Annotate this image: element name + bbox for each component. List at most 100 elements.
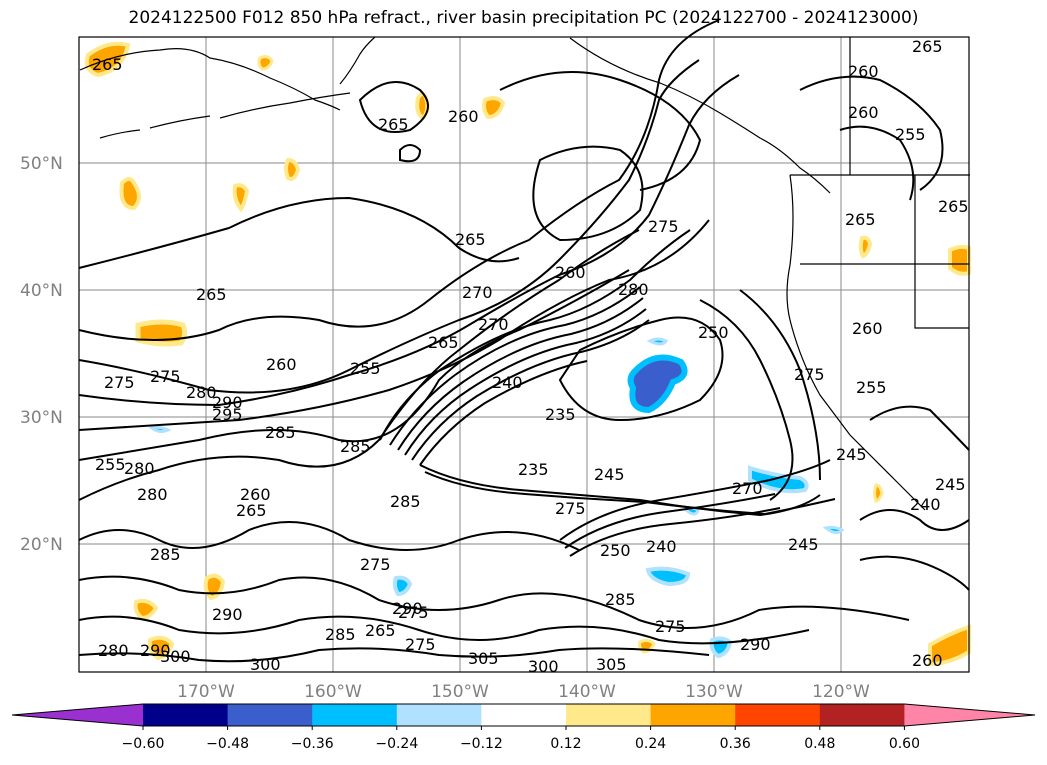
contour-label: 290 [740,635,771,654]
contour-label: 285 [605,590,636,609]
colorbar-segment [566,704,652,726]
colorbar-segment [735,704,821,726]
contour-label: 275 [150,367,181,386]
contour-label: 255 [95,455,126,474]
refractivity-contours [78,19,970,663]
contour-label: 280 [618,280,649,299]
contour-label: 295 [212,405,243,424]
colorbar-segment [227,704,313,726]
contour-label: 265 [845,210,876,229]
contour-label: 245 [788,535,819,554]
contour-label: 300 [160,647,191,666]
contour-label: 265 [196,285,227,304]
lon-label: 130°W [685,682,743,702]
colorbar-segment [396,704,482,726]
colorbar-segment [650,704,736,726]
contour-label: 250 [600,541,631,560]
contour-label: 275 [648,217,679,236]
map-background [79,37,969,672]
contour-label: 300 [250,655,281,674]
contour-label: 285 [150,545,181,564]
contour-label: 270 [478,315,509,334]
contour-label: 290 [140,641,171,660]
contour-label: 280 [186,383,217,402]
colorbar: −0.60 −0.48 −0.36 −0.24 −0.12 0.12 0.24 0.36 0.4… [11,703,1036,752]
contour-label: 260 [448,107,479,126]
contour-label: 265 [92,55,123,74]
contour-label: 255 [895,125,926,144]
contour-label: 265 [912,37,943,56]
colorbar-extend-low [12,704,143,726]
contour-label: 265 [428,333,459,352]
latitude-labels: 50°N 40°N 30°N 20°N [20,154,63,555]
coastlines [79,36,970,511]
lon-label: 120°W [812,682,870,702]
lon-label: 170°W [177,682,235,702]
lat-label: 50°N [20,154,63,174]
contour-label: 275 [794,365,825,384]
colorbar-tick-label: 0.36 [720,736,751,752]
contour-label: 280 [137,485,168,504]
contour-label: 245 [594,465,625,484]
contour-label: 275 [655,617,686,636]
colorbar-segment [481,704,567,726]
contour-label: 265 [378,115,409,134]
contour-label: 260 [852,319,883,338]
contour-label: 240 [492,373,523,392]
contour-label: 275 [555,499,586,518]
contour-label: 245 [836,445,867,464]
lon-label: 140°W [558,682,616,702]
contour-label: 275 [398,603,429,622]
contour-label: 300 [528,657,559,676]
contour-label: 285 [265,423,296,442]
contour-label: 305 [468,649,499,668]
lat-label: 30°N [20,408,63,428]
contour-label: 290 [392,599,423,618]
lat-label: 20°N [20,535,63,555]
lat-label: 40°N [20,281,63,301]
colorbar-segment [819,704,905,726]
contour-label: 285 [340,437,371,456]
contour-label: 260 [266,355,297,374]
colorbar-tick-label: −0.24 [375,736,418,752]
contour-label: 275 [360,555,391,574]
contour-label: 290 [212,393,243,412]
contour-label: 265 [455,230,486,249]
contour-label: 265 [365,621,396,640]
colorbar-tick-label: 0.24 [635,736,666,752]
contour-label: 285 [390,492,421,511]
contour-label: 240 [646,537,677,556]
contour-label: 260 [848,62,879,81]
contour-label: 270 [732,479,763,498]
contour-label: 275 [104,373,135,392]
colorbar-tick-label: −0.12 [460,736,503,752]
colorbar-tick-label: 0.12 [550,736,581,752]
colorbar-tick-label: 0.60 [889,736,920,752]
contour-label: 240 [910,495,941,514]
contour-label: 285 [325,625,356,644]
contour-label: 275 [405,635,436,654]
colorbar-extend-high [904,704,1035,726]
longitude-labels: 170°W 160°W 150°W 140°W 130°W 120°W [177,682,870,702]
colorbar-segment [143,704,229,726]
colorbar-tick-label: 0.48 [804,736,835,752]
graticule [79,37,969,672]
contour-labels: 265 260 265 260 265 260 255 265 265 265 … [92,37,969,676]
colorbar-tick-label: −0.36 [291,736,334,752]
contour-label: 290 [212,605,243,624]
map-frame [78,36,970,673]
contour-label: 260 [555,263,586,282]
contour-label: 255 [350,359,381,378]
colorbar-segment [312,704,398,726]
map-title: 2024122500 F012 850 hPa refract., river … [128,8,919,28]
contour-label: 280 [98,641,129,660]
contour-label: 270 [462,283,493,302]
contour-label: 235 [545,405,576,424]
contour-label: 250 [698,323,729,342]
contour-label: 260 [848,103,879,122]
contour-label: 260 [240,485,271,504]
contour-label: 255 [856,378,887,397]
contour-label: 265 [938,197,969,216]
colorbar-tick-label: −0.48 [206,736,249,752]
